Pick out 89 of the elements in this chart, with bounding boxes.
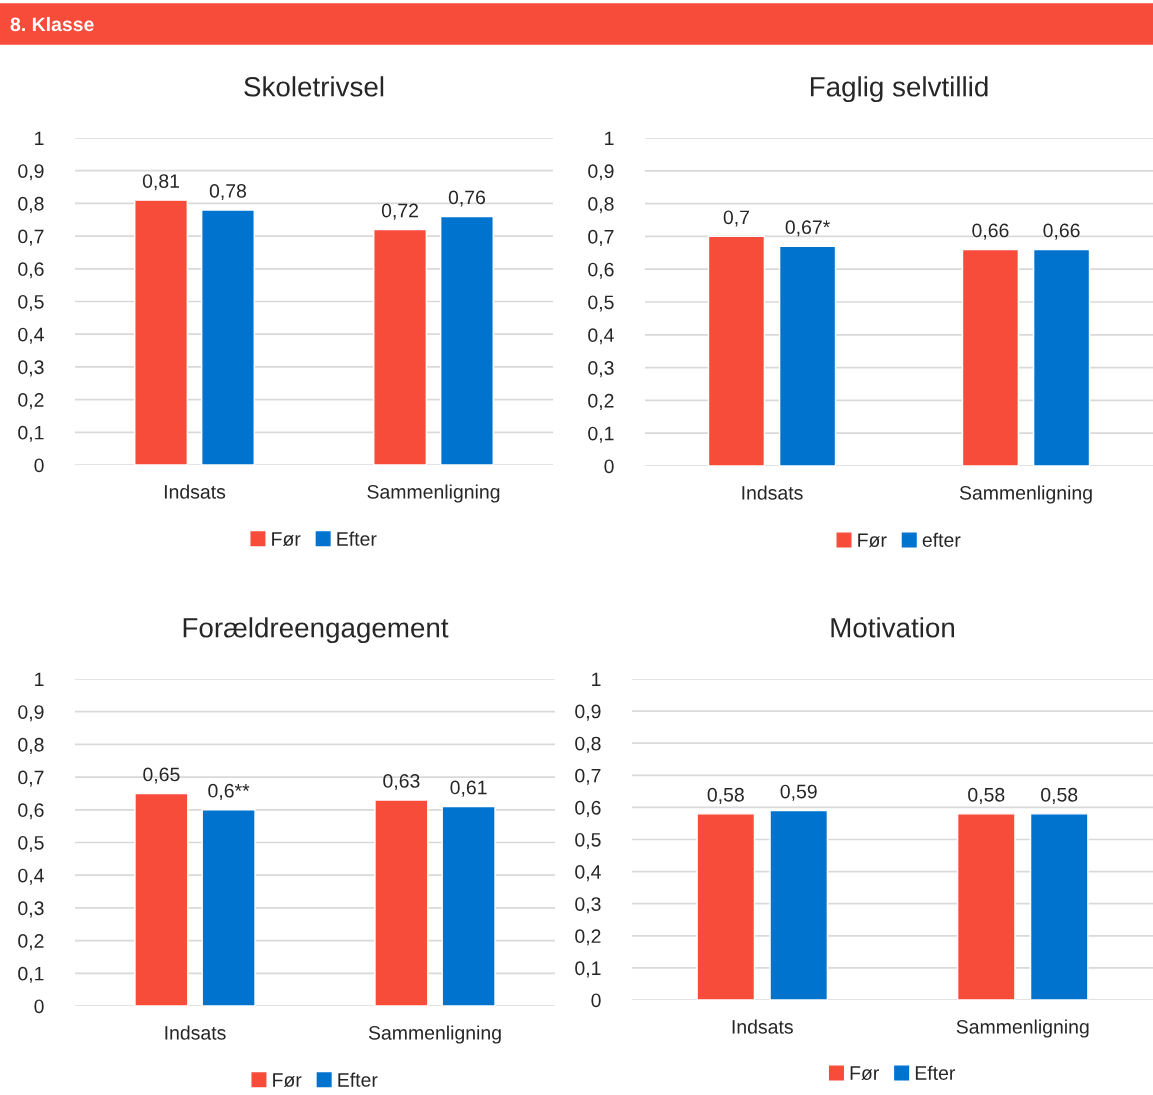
bar (707, 235, 766, 466)
legend-label: Før (858, 533, 887, 548)
data-label: 0,7 (723, 210, 749, 227)
bar (439, 215, 494, 465)
bar (1032, 248, 1091, 466)
y-tick-label: 0,3 (575, 897, 601, 914)
y-tick-label: 0,8 (588, 197, 614, 214)
y-tick-label: 0,2 (18, 934, 44, 951)
y-tick-label: 0,6 (575, 800, 601, 817)
data-label: 0,58 (1041, 787, 1078, 804)
bar (961, 248, 1020, 466)
y-tick-label: 0,4 (588, 328, 614, 345)
y-tick-label: 0,7 (588, 229, 614, 246)
y-tick-label: 0,8 (18, 196, 44, 213)
y-tick-label: 0,5 (575, 832, 601, 850)
bar (200, 209, 255, 465)
chart-title: Forældreengagement (183, 617, 449, 644)
y-tick-label: 0,7 (18, 229, 44, 246)
y-tick-label: 0,9 (588, 164, 614, 181)
x-tick-label: Indsats (165, 1025, 226, 1040)
y-tick-label: 0,2 (588, 393, 614, 410)
data-label: 0,66 (1043, 223, 1080, 240)
data-label: 0,72 (381, 203, 418, 220)
legend-label: Efter (338, 1072, 378, 1087)
y-tick-label: 0,5 (18, 294, 44, 312)
legend-label: Før (273, 1073, 302, 1087)
y-tick-label: 0,3 (18, 901, 44, 918)
y-tick-label: 0,6 (18, 262, 44, 279)
x-tick-label: Sammenligning (367, 484, 500, 503)
y-tick-label: 0,7 (575, 768, 601, 785)
y-tick-label: 0,3 (588, 361, 614, 378)
y-tick-label: 0,9 (575, 704, 601, 721)
chart-title: Motivation (831, 617, 954, 638)
y-tick-label: 1 (592, 672, 601, 687)
chart-title: Faglig selvtillid (810, 76, 988, 103)
x-tick-label: Sammenligning (368, 1025, 501, 1044)
y-tick-label: 0,1 (18, 966, 44, 983)
y-tick-label: 0,4 (18, 868, 44, 885)
data-label: 0,59 (780, 784, 817, 801)
y-tick-label: 0,2 (18, 393, 44, 410)
y-tick-label: 0,8 (575, 736, 601, 753)
bar (778, 245, 837, 466)
x-tick-label: Sammenligning (956, 1019, 1089, 1038)
data-label: 0,67* (785, 220, 830, 237)
x-tick-label: Sammenligning (959, 485, 1092, 504)
y-tick-label: 1 (35, 131, 44, 146)
legend-label: Før (272, 532, 301, 546)
y-tick-label: 0,4 (18, 327, 44, 344)
chart-title: Skoletrivsel (244, 76, 384, 97)
y-tick-label: 0,7 (18, 770, 44, 787)
y-tick-label: 0,4 (575, 865, 601, 882)
y-tick-label: 0,9 (18, 164, 44, 181)
y-tick-label: 0 (34, 999, 44, 1014)
y-tick-label: 0,6 (588, 262, 614, 279)
y-tick-label: 1 (35, 672, 44, 687)
data-label: 0,65 (143, 767, 180, 784)
data-label: 0,66 (972, 223, 1009, 240)
y-tick-label: 0 (34, 458, 44, 473)
y-tick-label: 0,1 (588, 426, 614, 443)
y-tick-label: 0,9 (18, 705, 44, 722)
legend-label: efter (922, 532, 961, 547)
y-tick-label: 0,1 (575, 961, 601, 978)
data-label: 0,6** (208, 783, 250, 800)
x-tick-label: Indsats (164, 484, 226, 499)
y-tick-label: 0,5 (588, 295, 614, 312)
y-tick-label: 0 (591, 993, 601, 1008)
data-label: 0,58 (707, 787, 744, 804)
legend-label: Efter (915, 1065, 956, 1080)
y-tick-label: 0,1 (18, 425, 44, 442)
data-label: 0,81 (142, 174, 180, 191)
y-tick-label: 0,6 (18, 803, 44, 820)
y-tick-label: 0,2 (575, 929, 601, 946)
data-label: 0,63 (383, 774, 420, 791)
bar (134, 199, 189, 465)
bar (373, 228, 428, 465)
data-label: 0,78 (209, 183, 247, 201)
data-label: 0,76 (448, 190, 486, 207)
x-tick-label: Indsats (732, 1019, 793, 1034)
data-label: 0,58 (968, 787, 1005, 804)
y-tick-label: 1 (605, 131, 614, 146)
data-label: 0,61 (450, 780, 487, 797)
y-tick-label: 0 (604, 459, 614, 474)
legend-label: Før (850, 1066, 879, 1081)
legend-label: Efter (337, 531, 377, 546)
y-tick-label: 0,5 (18, 835, 44, 853)
text: 8. Klasse (10, 16, 94, 32)
y-tick-label: 0,8 (18, 737, 44, 754)
x-tick-label: Indsats (742, 485, 803, 500)
y-tick-label: 0,3 (18, 360, 44, 377)
